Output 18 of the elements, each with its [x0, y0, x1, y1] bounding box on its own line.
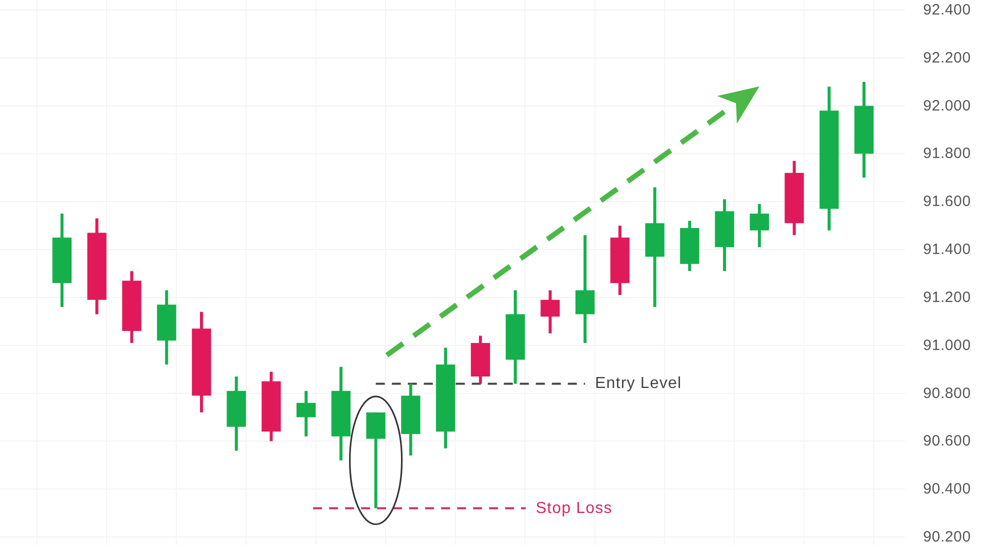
y-tick-label: 91.000 — [923, 336, 971, 354]
ref-line-label: Stop Loss — [536, 500, 612, 517]
y-tick-label: 90.200 — [923, 528, 971, 545]
y-tick-label: 91.400 — [923, 241, 971, 258]
y-tick-label: 90.400 — [923, 480, 971, 498]
y-tick-label: 91.200 — [923, 288, 971, 306]
y-tick-label: 91.800 — [923, 145, 971, 162]
y-tick-label: 92.200 — [923, 49, 971, 66]
ref-line-label: Entry Level — [595, 375, 682, 392]
candlestick — [540, 290, 560, 334]
y-tick-label: 91.600 — [923, 193, 971, 210]
candlestick — [750, 204, 769, 248]
y-tick-label: 90.600 — [923, 432, 971, 450]
candlestick — [575, 235, 595, 343]
y-tick-label: 92.400 — [923, 2, 971, 18]
y-tick-label: 90.800 — [923, 384, 971, 402]
y-tick-label: 92.000 — [923, 97, 971, 114]
candlestick — [296, 390, 316, 436]
